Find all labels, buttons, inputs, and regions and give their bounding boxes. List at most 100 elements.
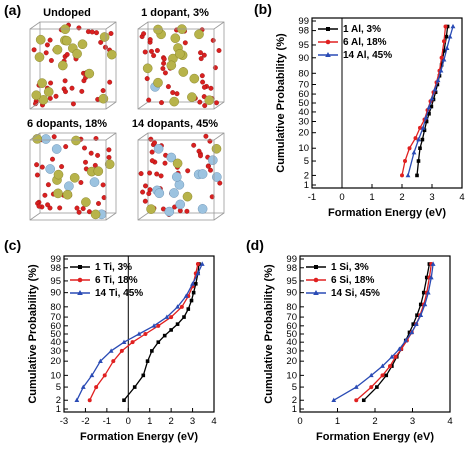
data-point — [74, 397, 80, 403]
data-point — [150, 349, 154, 353]
host-atom — [53, 188, 63, 199]
data-point — [426, 104, 432, 110]
oxygen-atom — [53, 93, 59, 99]
data-point — [396, 346, 402, 351]
y-tick-label: 90 — [50, 288, 61, 299]
data-point — [405, 172, 411, 178]
data-point — [413, 136, 418, 141]
oxygen-atom — [63, 89, 68, 95]
oxygen-atom — [45, 182, 51, 188]
y-tick-label: 90 — [298, 53, 309, 64]
y-tick-label: 40 — [286, 337, 297, 348]
oxygen-atom — [207, 138, 213, 144]
y-tick-label: 90 — [286, 288, 297, 299]
legend-marker — [313, 290, 319, 295]
data-point — [442, 49, 446, 53]
data-point — [450, 23, 456, 29]
cell-box-edge — [213, 212, 225, 221]
y-tick-label: 5 — [56, 382, 61, 393]
data-point — [435, 77, 441, 83]
x-tick-label: 3 — [190, 416, 195, 427]
legend-marker — [78, 265, 82, 269]
oxygen-atom — [57, 205, 63, 211]
data-point — [182, 315, 186, 319]
data-point — [369, 385, 374, 390]
y-tick-label: 98 — [50, 263, 61, 274]
data-point — [145, 359, 150, 363]
legend-label: 14 Al, 45% — [343, 50, 392, 61]
host-atom — [34, 52, 45, 62]
legend-label: 1 Si, 3% — [331, 262, 369, 273]
cell-box-edge — [105, 21, 117, 30]
data-point — [415, 173, 419, 178]
data-point — [122, 398, 126, 403]
panel-label: (c) — [4, 237, 21, 253]
host-atom — [90, 209, 101, 220]
data-point — [427, 111, 431, 116]
data-point — [447, 34, 453, 39]
host-atom — [77, 39, 88, 50]
x-tick-label: 2 — [399, 192, 404, 203]
oxygen-atom — [185, 168, 191, 174]
data-point — [411, 322, 416, 326]
oxygen-atom — [160, 66, 166, 71]
data-point — [423, 114, 429, 120]
oxygen-atom — [63, 144, 69, 150]
y-tick-label: 95 — [50, 276, 61, 287]
data-point — [189, 298, 194, 303]
cell-box-edge — [29, 21, 41, 30]
data-point — [418, 146, 422, 151]
series-line — [407, 26, 454, 176]
data-point — [331, 397, 337, 403]
oxygen-atom — [106, 147, 112, 153]
data-point — [132, 385, 137, 389]
legend-label: 6 Al, 18% — [343, 37, 387, 48]
host-atom — [146, 204, 156, 214]
x-tick-label: -3 — [60, 416, 68, 427]
data-point — [380, 363, 385, 368]
data-point — [424, 275, 429, 280]
data-point — [156, 340, 161, 344]
oxygen-atom — [106, 154, 112, 160]
data-point — [443, 24, 448, 29]
data-point — [353, 384, 359, 389]
x-tick-label: 2 — [372, 416, 377, 427]
x-axis-label: Formation Energy (eV) — [328, 207, 446, 219]
oxygen-atom — [202, 103, 208, 109]
data-point — [164, 314, 170, 319]
y-tick-label: 98 — [286, 263, 297, 274]
x-tick-label: 1 — [369, 192, 374, 203]
oxygen-atom — [51, 134, 57, 140]
data-point — [179, 304, 184, 309]
dopant-atom — [164, 206, 175, 217]
y-tick-label: 50 — [50, 329, 61, 340]
oxygen-atom — [47, 37, 53, 43]
data-point — [94, 385, 99, 390]
oxygen-atom — [95, 152, 101, 158]
data-point — [422, 301, 428, 307]
oxygen-atom — [79, 88, 85, 94]
oxygen-atom — [80, 206, 86, 212]
x-tick-label: -1 — [103, 416, 111, 427]
oxygen-atom — [149, 149, 155, 155]
data-point — [420, 125, 426, 130]
oxygen-atom — [158, 173, 164, 179]
data-point — [413, 321, 419, 326]
cell-box-edge — [137, 101, 149, 110]
x-tick-label: -2 — [81, 416, 89, 427]
y-tick-label: 5 — [292, 382, 297, 393]
x-axis-label: Formation Energy (eV) — [80, 431, 198, 443]
host-atom — [187, 92, 197, 102]
oxygen-atom — [147, 170, 153, 176]
oxygen-atom — [70, 101, 76, 107]
y-tick-label: 40 — [50, 337, 61, 348]
y-tick-label: 50 — [298, 98, 309, 109]
legend-marker — [313, 277, 319, 283]
cell-box-front — [137, 139, 215, 221]
data-point — [175, 304, 180, 309]
y-tick-label: 80 — [286, 302, 297, 313]
host-atom — [99, 32, 110, 42]
oxygen-atom — [201, 84, 207, 90]
data-point — [422, 128, 427, 133]
oxygen-atom — [197, 99, 203, 105]
